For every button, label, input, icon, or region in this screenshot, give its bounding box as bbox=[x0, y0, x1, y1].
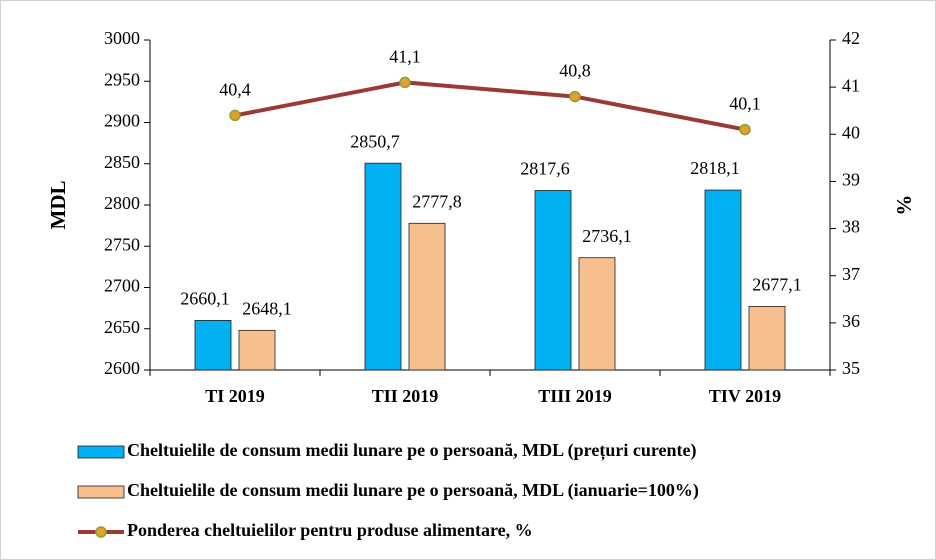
y-tick-label: 2950 bbox=[104, 69, 140, 89]
bar bbox=[364, 162, 402, 371]
x-tick-label: TIV 2019 bbox=[709, 386, 781, 406]
y2-tick-label: 35 bbox=[842, 358, 860, 378]
value-label: 2660,1 bbox=[180, 289, 230, 309]
bar bbox=[194, 320, 232, 371]
value-label: 2850,7 bbox=[350, 131, 400, 151]
x-tick-label: TIII 2019 bbox=[538, 386, 612, 406]
line-marker bbox=[399, 76, 411, 89]
value-label: 2777,8 bbox=[412, 191, 462, 211]
line-marker bbox=[569, 90, 581, 103]
y2-tick-label: 42 bbox=[842, 28, 860, 48]
x-tick-label: TII 2019 bbox=[372, 386, 439, 406]
legend-swatch bbox=[77, 445, 125, 459]
y2-tick-label: 36 bbox=[842, 311, 860, 331]
value-label: 2817,6 bbox=[520, 159, 570, 179]
y-axis-label: MDL bbox=[46, 181, 70, 230]
y2-tick-label: 38 bbox=[842, 217, 860, 237]
y-tick-label: 2800 bbox=[104, 193, 140, 213]
legend-marker bbox=[95, 526, 107, 538]
value-label: 40,4 bbox=[219, 80, 251, 100]
x-tick-label: TI 2019 bbox=[205, 386, 265, 406]
legend-label: Ponderea cheltuielilor pentru produse al… bbox=[127, 520, 533, 540]
y2-tick-label: 41 bbox=[842, 75, 860, 95]
y-tick-label: 2600 bbox=[104, 358, 140, 378]
bar bbox=[534, 190, 572, 371]
y2-tick-label: 40 bbox=[842, 122, 860, 142]
y-tick-label: 2900 bbox=[104, 111, 140, 131]
legend-label: Cheltuielile de consum medii lunare pe o… bbox=[127, 480, 699, 501]
value-label: 40,8 bbox=[559, 61, 591, 81]
y2-tick-label: 39 bbox=[842, 170, 860, 190]
bar bbox=[408, 222, 446, 371]
value-label: 2648,1 bbox=[242, 298, 292, 318]
value-label: 2818,1 bbox=[690, 158, 740, 178]
legend-label: Cheltuielile de consum medii lunare pe o… bbox=[127, 440, 696, 461]
legend-swatch bbox=[77, 485, 125, 499]
bar bbox=[704, 189, 742, 371]
bar bbox=[238, 329, 276, 371]
y2-tick-label: 37 bbox=[842, 264, 860, 284]
line-marker bbox=[229, 109, 241, 122]
y2-axis-label: % bbox=[892, 195, 916, 216]
line bbox=[234, 80, 746, 132]
bar bbox=[748, 305, 786, 371]
value-label: 41,1 bbox=[389, 47, 421, 67]
value-label: 40,1 bbox=[729, 94, 761, 114]
y-tick-label: 2750 bbox=[104, 234, 140, 254]
y-tick-label: 2850 bbox=[104, 152, 140, 172]
y-tick-label: 3000 bbox=[104, 28, 140, 48]
line-marker bbox=[739, 123, 751, 136]
value-label: 2677,1 bbox=[752, 275, 802, 295]
value-label: 2736,1 bbox=[582, 226, 632, 246]
bar bbox=[578, 257, 616, 371]
y-tick-label: 2650 bbox=[104, 317, 140, 337]
y-tick-label: 2700 bbox=[104, 276, 140, 296]
